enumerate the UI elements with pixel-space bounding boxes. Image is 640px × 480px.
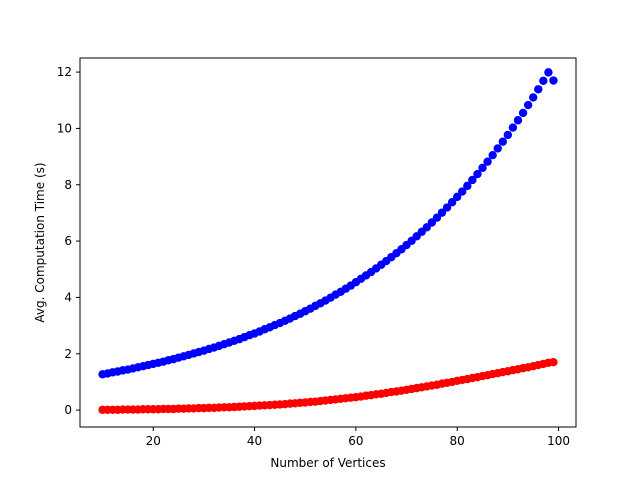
y-axis-label: Avg. Computation Time (s)	[33, 162, 47, 322]
series-blue-point	[442, 203, 452, 212]
series-blue-point	[447, 198, 457, 207]
series-blue-point	[498, 137, 507, 146]
y-tick-label: 2	[64, 347, 72, 361]
series-blue-point	[534, 85, 543, 94]
series-blue-point	[513, 116, 523, 125]
series-blue-point	[523, 100, 533, 110]
axes-frame	[79, 57, 577, 428]
x-tick-label: 20	[146, 434, 161, 448]
y-tick-label: 6	[64, 234, 72, 248]
series-red-point	[549, 358, 558, 367]
series-blue-point	[473, 169, 482, 179]
x-tick-label: 80	[450, 434, 465, 448]
series-blue-point	[508, 123, 518, 132]
y-tick-label: 4	[64, 290, 72, 304]
y-tick-label: 8	[64, 178, 72, 192]
series-blue-point	[544, 68, 553, 77]
x-axis-label: Number of Vertices	[270, 456, 385, 470]
series-blue-point	[488, 150, 497, 160]
x-tick-label: 100	[547, 434, 570, 448]
series-blue-point	[493, 144, 502, 153]
series-blue-point	[518, 108, 528, 118]
series-blue-point	[468, 175, 477, 185]
axes-layer	[79, 57, 577, 428]
series-blue-point	[463, 181, 472, 191]
y-tick-label: 0	[64, 403, 72, 417]
y-tick-label: 10	[57, 121, 72, 135]
series-blue-point	[458, 187, 467, 196]
y-tick-label: 12	[57, 65, 72, 79]
series-red	[98, 358, 558, 415]
series-blue-point	[528, 93, 538, 102]
series-blue-point	[478, 163, 487, 173]
x-tick-label: 60	[348, 434, 363, 448]
series-blue-point	[437, 208, 447, 217]
series-layer	[98, 68, 558, 415]
series-blue-point	[503, 130, 513, 140]
x-tick-label: 40	[247, 434, 262, 448]
series-blue-point	[549, 76, 558, 85]
series-blue-point	[452, 192, 462, 202]
series-blue-point	[483, 157, 492, 166]
series-blue	[98, 68, 558, 379]
ticks-layer: 20 40 60 80 100 0 2 4 6 8 10 12	[57, 65, 570, 448]
series-blue-point	[539, 76, 548, 86]
